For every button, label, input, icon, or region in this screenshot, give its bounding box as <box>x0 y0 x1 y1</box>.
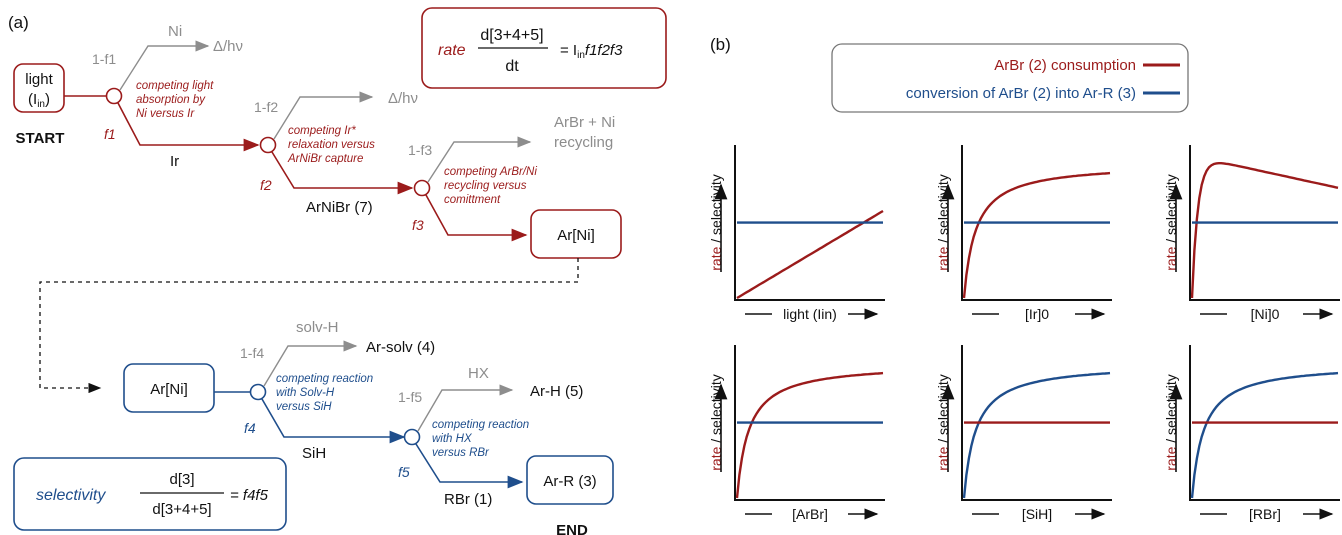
arni-box-red <box>530 209 622 259</box>
mini-chart-xlabel: [RBr] <box>1249 506 1281 522</box>
f5-note: competing reaction with HX versus RBr <box>432 419 529 459</box>
rate-word: rate <box>438 42 466 59</box>
mini-chart-5: rate / selectivity[SiH] <box>935 345 1112 522</box>
selectivity-numerator: d[3] <box>169 471 194 488</box>
f3-commit-arrow <box>425 194 528 242</box>
f3-side-label-1: ArBr + Ni <box>554 114 615 131</box>
mini-chart-series-1 <box>1190 371 1339 499</box>
panel-a: (a) light (Iin) START 1-f1 Ni Δ/hν compe… <box>8 7 667 535</box>
rate-denominator: dt <box>505 58 519 75</box>
mini-chart-axes <box>1189 345 1340 501</box>
mini-chart-axes <box>734 345 885 501</box>
arni-blue-label: Ar[Ni] <box>150 381 188 398</box>
f3-recycling-arrow <box>427 136 532 183</box>
f1-one-minus-label: 1-f1 <box>92 51 116 67</box>
end-caption: END <box>556 522 588 535</box>
legend-selectivity-label: conversion of ArBr (2) into Ar-R (3) <box>906 85 1136 102</box>
selectivity-rhs: = f4f5 <box>230 487 269 504</box>
f5-one-minus-label: 1-f5 <box>398 389 422 405</box>
arni-box-blue <box>123 363 215 413</box>
f1-fraction-label: f1 <box>104 126 116 142</box>
rate-numerator: d[3+4+5] <box>480 27 543 44</box>
mini-chart-series-1 <box>1190 161 1339 299</box>
f2-capture-arrow <box>271 151 414 195</box>
f2-arnibr-label: ArNiBr (7) <box>306 199 373 216</box>
mini-chart-axes <box>961 145 1112 301</box>
mini-chart-2: rate / selectivity[Ir]0 <box>935 145 1112 322</box>
mini-chart-3: rate / selectivity[Ni]0 <box>1163 145 1340 322</box>
f1-note: competing light absorption by Ni versus Ir <box>136 80 214 120</box>
f4-sih-label: SiH <box>302 445 326 462</box>
f5-hx-arrow <box>417 384 514 432</box>
mini-chart-6: rate / selectivity[RBr] <box>1163 345 1340 522</box>
f4-one-minus-label: 1-f4 <box>240 345 264 361</box>
start-caption: START <box>16 130 65 147</box>
f2-fraction-label: f2 <box>260 177 272 193</box>
f4-solv-arrow <box>263 340 358 387</box>
f3-note: competing ArBr/Ni recycling versus comittm… <box>444 166 537 206</box>
f4-solv-h-label: solv-H <box>296 319 339 336</box>
f5-rbr-label: RBr (1) <box>444 491 492 508</box>
mini-chart-series-1 <box>962 371 1111 499</box>
f5-rbr-arrow <box>415 443 524 489</box>
f4-ar-solv-label: Ar-solv (4) <box>366 339 435 356</box>
f5-fraction-label: f5 <box>398 464 410 480</box>
f2-note: competing Ir* relaxation versus ArNiBr cap… <box>287 125 375 165</box>
mini-chart-axes <box>961 345 1112 501</box>
f2-dead-end-label: Δ/hν <box>388 90 418 107</box>
mini-chart-4: rate / selectivity[ArBr] <box>708 345 885 522</box>
mini-chart-series-1 <box>735 371 884 499</box>
legend-rate-label: ArBr (2) consumption <box>994 57 1136 74</box>
mini-chart-xlabel: [Ni]0 <box>1251 306 1280 322</box>
f5-branch-node <box>403 428 421 446</box>
legend-box <box>831 43 1189 113</box>
mini-chart-axes <box>734 145 885 301</box>
start-box <box>13 63 65 113</box>
f2-relaxation-arrow <box>273 91 374 140</box>
dashed-connector <box>39 258 579 394</box>
f2-branch-node <box>259 136 277 154</box>
selectivity-denominator: d[3+4+5] <box>152 501 211 518</box>
f4-sih-arrow <box>261 398 406 444</box>
panel-b-label: (b) <box>710 35 731 54</box>
f3-side-label-2: recycling <box>554 134 613 151</box>
f4-note: competing reaction with Solv-H versus SiH <box>276 373 373 413</box>
f1-ir-label: Ir <box>170 153 179 170</box>
mini-chart-series-1 <box>962 171 1111 299</box>
product-label: Ar-R (3) <box>543 473 596 490</box>
selectivity-word: selectivity <box>36 487 106 504</box>
f5-ar-h-label: Ar-H (5) <box>530 383 583 400</box>
f1-ir-branch-arrow <box>117 102 260 152</box>
f3-branch-node <box>413 179 431 197</box>
selectivity-box <box>13 457 287 531</box>
f1-ni-label: Ni <box>168 23 182 40</box>
f1-ni-branch-arrow <box>119 40 210 91</box>
f3-one-minus-label: 1-f3 <box>408 142 432 158</box>
product-box <box>526 455 614 505</box>
f1-dead-end-label: Δ/hν <box>213 38 243 55</box>
mini-chart-xlabel: [ArBr] <box>792 506 828 522</box>
mini-chart-series-1 <box>736 209 884 300</box>
f4-fraction-label: f4 <box>244 420 256 436</box>
f4-branch-node <box>249 383 267 401</box>
panel-a-label: (a) <box>8 13 29 32</box>
rate-box <box>421 7 667 89</box>
mini-chart-xlabel: [SiH] <box>1022 506 1052 522</box>
panel-b: (b) ArBr (2) consumption conversion of A… <box>708 35 1340 522</box>
f5-hx-label: HX <box>468 365 489 382</box>
f2-one-minus-label: 1-f2 <box>254 99 278 115</box>
f1-branch-node <box>105 87 123 105</box>
rate-rhs: = Iinf1f2f3 <box>560 42 623 61</box>
arni-red-label: Ar[Ni] <box>557 227 595 244</box>
f3-fraction-label: f3 <box>412 217 424 233</box>
start-intensity-label: (Iin) <box>28 91 50 110</box>
mini-chart-axes <box>1189 145 1340 301</box>
start-light-label: light <box>25 71 53 88</box>
mini-chart-xlabel: light (Iin) <box>783 306 837 322</box>
mini-chart-xlabel: [Ir]0 <box>1025 306 1049 322</box>
